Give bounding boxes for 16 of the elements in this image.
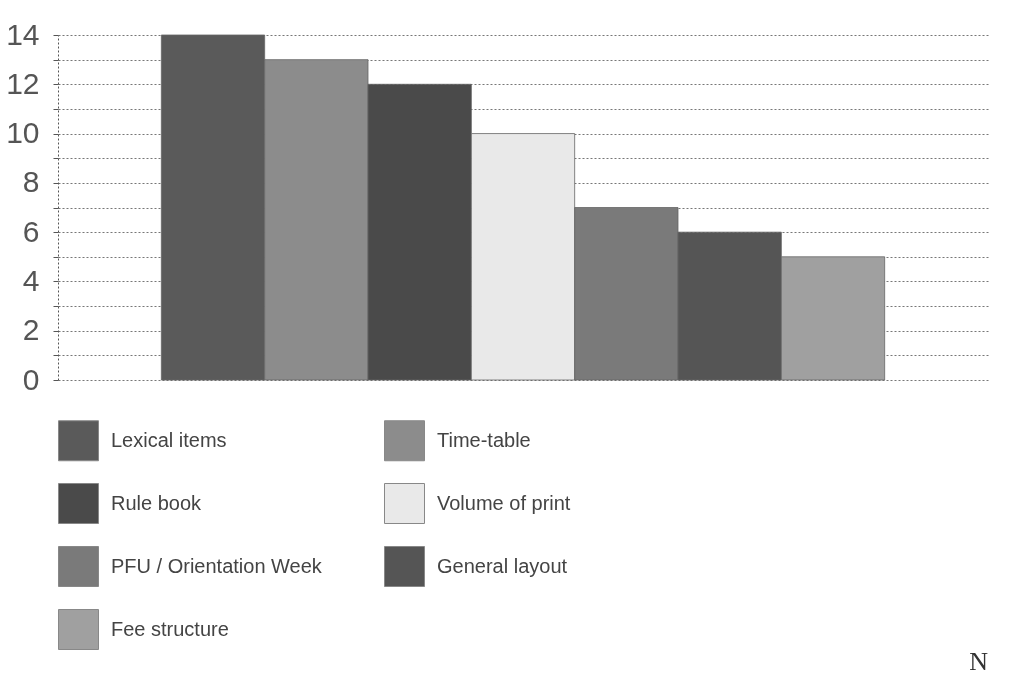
legend-label: Lexical items [111, 428, 227, 451]
legend-label: Time-table [437, 428, 531, 451]
y-tick-label: 4 [22, 263, 40, 297]
y-tick-label: 14 [6, 17, 40, 51]
y-tick-label: 0 [22, 362, 40, 396]
legend-label: Rule book [111, 491, 203, 514]
y-tick-label: 6 [22, 214, 40, 248]
y-tick-label: 12 [6, 66, 40, 100]
y-tick-label: 8 [22, 165, 40, 199]
y-tick-label: 2 [22, 313, 40, 347]
text: N [969, 647, 989, 676]
legend-label: PFU / Orientation Week [111, 554, 323, 577]
y-tick-label: 10 [6, 116, 40, 150]
legend-label: Volume of print [437, 491, 571, 514]
legend-label: General layout [437, 554, 568, 577]
legend-label: Fee structure [111, 617, 229, 640]
